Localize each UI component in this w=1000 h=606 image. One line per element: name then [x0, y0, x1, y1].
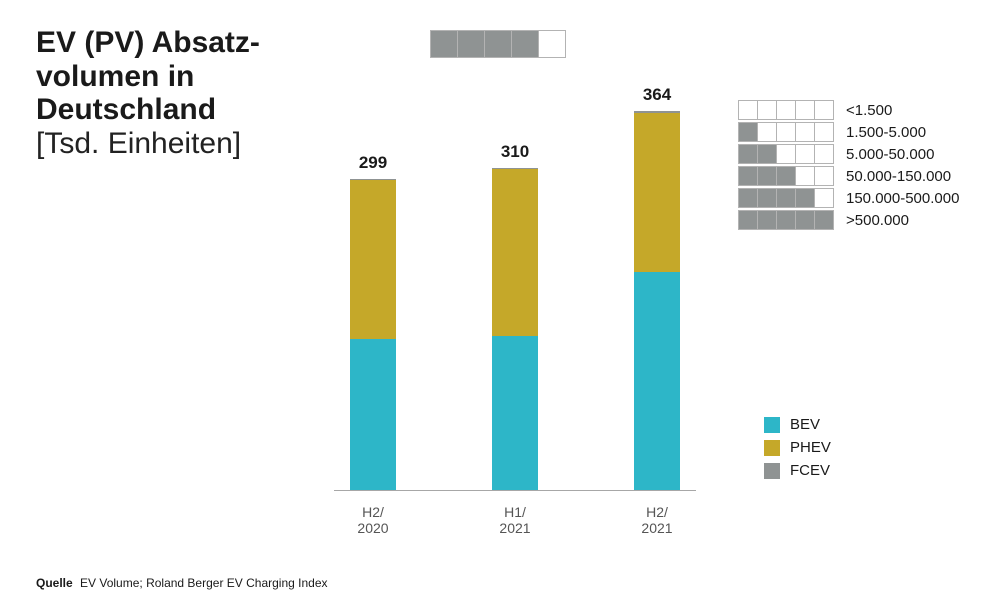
scale-square — [776, 144, 796, 164]
stacked-bar — [350, 179, 396, 490]
scale-legend-row: 5.000-50.000 — [738, 144, 959, 164]
scale-square — [814, 144, 834, 164]
scale-legend-label: 150.000-500.000 — [846, 190, 959, 207]
bar-segment-bev — [634, 272, 680, 490]
bar-segment-bev — [350, 339, 396, 490]
scale-legend-row: 50.000-150.000 — [738, 166, 959, 186]
x-axis-label: H1/ 2021 — [492, 504, 538, 536]
bar-total-label: 299 — [359, 153, 387, 173]
indicator-square — [538, 30, 566, 58]
x-axis-label: H2/ 2021 — [634, 504, 680, 536]
bar-total-label: 364 — [643, 85, 671, 105]
indicator-square — [457, 30, 485, 58]
scale-strip — [738, 166, 834, 186]
scale-strip — [738, 188, 834, 208]
scale-legend-row: <1.500 — [738, 100, 959, 120]
bar-segment-phev — [350, 180, 396, 339]
scale-legend-row: 150.000-500.000 — [738, 188, 959, 208]
bar-segment-bev — [492, 336, 538, 490]
scale-square — [776, 188, 796, 208]
legend-label-bev: BEV — [790, 416, 820, 433]
x-axis-labels: H2/ 2020 H1/ 2021 H2/ 2021 — [350, 504, 680, 536]
scale-square — [757, 210, 777, 230]
bar-total-label: 310 — [501, 142, 529, 162]
bar-segment-phev — [634, 113, 680, 272]
bar-slot: 364 — [634, 85, 680, 490]
scale-square — [738, 210, 758, 230]
scale-square — [814, 122, 834, 142]
scale-square — [757, 188, 777, 208]
legend-swatch-fcev — [764, 463, 780, 479]
scale-square — [738, 188, 758, 208]
stacked-bar — [634, 111, 680, 490]
scale-strip — [738, 100, 834, 120]
legend-label-fcev: FCEV — [790, 462, 830, 479]
scale-legend-label: 1.500-5.000 — [846, 124, 926, 141]
top-scale-indicator — [430, 30, 566, 58]
series-legend: BEV PHEV FCEV — [764, 416, 831, 485]
scale-square — [814, 100, 834, 120]
scale-legend: <1.500 1.500-5.000 5.000-50.000 50.000-150.… — [738, 100, 959, 232]
scale-square — [814, 210, 834, 230]
indicator-square — [511, 30, 539, 58]
series-legend-row: PHEV — [764, 439, 831, 456]
indicator-square — [430, 30, 458, 58]
scale-legend-label: 50.000-150.000 — [846, 168, 951, 185]
scale-legend-row: 1.500-5.000 — [738, 122, 959, 142]
scale-square — [795, 100, 815, 120]
scale-strip — [738, 144, 834, 164]
indicator-square — [484, 30, 512, 58]
title-line-1: EV (PV) Absatz- — [36, 26, 260, 60]
source-text: EV Volume; Roland Berger EV Charging Ind… — [80, 576, 327, 590]
series-legend-row: BEV — [764, 416, 831, 433]
x-axis-line — [334, 490, 696, 491]
x-axis-label: H2/ 2020 — [350, 504, 396, 536]
scale-square — [795, 188, 815, 208]
stacked-bar — [492, 168, 538, 490]
scale-square — [795, 144, 815, 164]
scale-square — [776, 166, 796, 186]
bar-segment-phev — [492, 169, 538, 336]
scale-square — [757, 144, 777, 164]
scale-strip — [738, 210, 834, 230]
scale-square — [814, 188, 834, 208]
scale-strip — [738, 122, 834, 142]
scale-square — [795, 210, 815, 230]
stacked-bar-chart: 299310364 H2/ 2020H1/ 2021H2/ 2021 — [350, 90, 680, 490]
legend-swatch-phev — [764, 440, 780, 456]
source-note: Quelle EV Volume; Roland Berger EV Charg… — [36, 576, 328, 590]
title-line-2: volumen in — [36, 60, 260, 94]
scale-square — [757, 122, 777, 142]
source-prefix: Quelle — [36, 576, 73, 590]
scale-legend-label: <1.500 — [846, 102, 892, 119]
scale-legend-label: 5.000-50.000 — [846, 146, 934, 163]
scale-square — [738, 100, 758, 120]
chart-title: EV (PV) Absatz- volumen in Deutschland [… — [36, 26, 260, 160]
scale-square — [795, 166, 815, 186]
scale-square — [738, 144, 758, 164]
bar-slot: 299 — [350, 153, 396, 490]
title-line-3: Deutschland — [36, 93, 260, 127]
bars-row: 299 310 364 — [350, 85, 680, 490]
scale-square — [757, 100, 777, 120]
scale-square — [757, 166, 777, 186]
scale-square — [738, 166, 758, 186]
series-legend-row: FCEV — [764, 462, 831, 479]
scale-square — [776, 122, 796, 142]
canvas: EV (PV) Absatz- volumen in Deutschland [… — [0, 0, 1000, 606]
bar-slot: 310 — [492, 142, 538, 490]
legend-swatch-bev — [764, 417, 780, 433]
scale-legend-label: >500.000 — [846, 212, 909, 229]
scale-square — [776, 210, 796, 230]
scale-legend-row: >500.000 — [738, 210, 959, 230]
scale-square — [776, 100, 796, 120]
scale-square — [814, 166, 834, 186]
scale-square — [795, 122, 815, 142]
title-subtitle: [Tsd. Einheiten] — [36, 127, 260, 161]
scale-square — [738, 122, 758, 142]
legend-label-phev: PHEV — [790, 439, 831, 456]
